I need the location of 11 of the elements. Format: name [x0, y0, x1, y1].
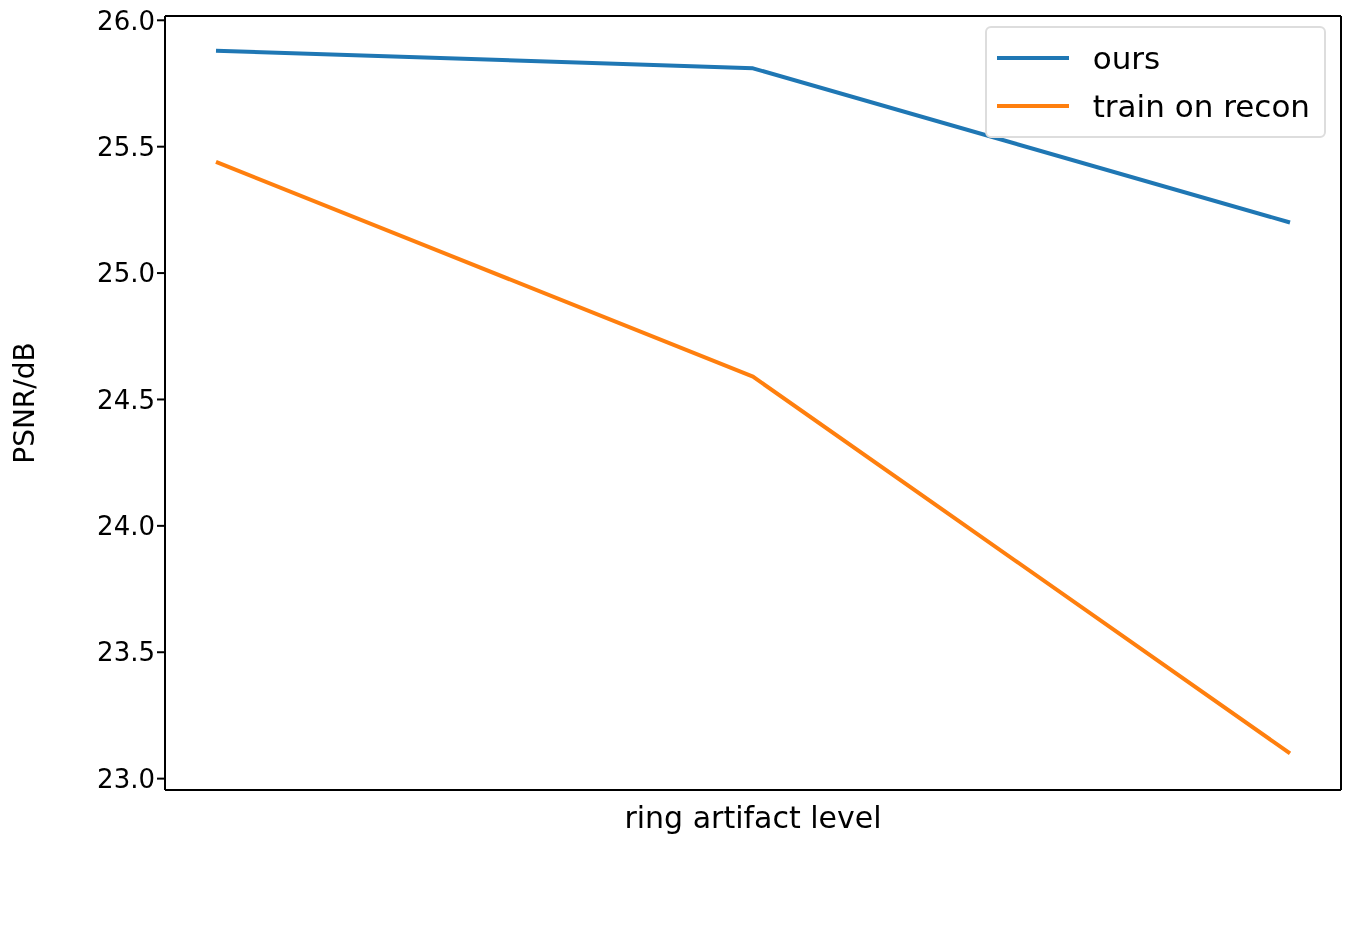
y-tick-label: 23.0 [97, 763, 155, 794]
legend-label: ours [1092, 40, 1161, 76]
x-axis-title: ring artifact level [624, 800, 882, 835]
y-tick-label: 25.5 [97, 131, 155, 162]
legend-label: train on recon [1092, 88, 1310, 124]
y-tick-label: 23.5 [97, 637, 155, 668]
y-tick-label: 24.5 [97, 384, 155, 415]
y-tick-label: 24.0 [97, 511, 155, 542]
y-tick-label: 25.0 [97, 258, 155, 289]
y-axis-title: PSNR/dB [7, 342, 41, 464]
y-tick-label: 26.0 [97, 5, 155, 36]
